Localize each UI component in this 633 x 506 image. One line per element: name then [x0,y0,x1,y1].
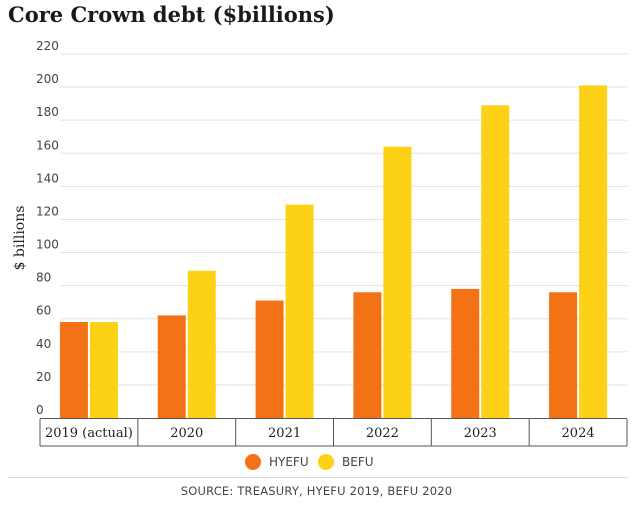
bar-hyefu-2 [255,300,284,418]
bars [59,85,608,419]
y-tick-label: 140 [36,171,59,185]
y-tick-label: 20 [36,370,51,384]
x-category-label: 2022 [366,426,399,441]
legend-label-hyefu: HYEFU [269,455,309,469]
y-tick-label: 160 [36,138,59,152]
bar-hyefu-5 [549,292,578,418]
x-category-label: 2024 [562,426,595,441]
bar-hyefu-0 [59,322,88,418]
legend: HYEFU BEFU [245,454,374,470]
bar-hyefu-1 [157,315,186,418]
bar-befu-4 [481,105,510,419]
bar-befu-3 [383,146,412,418]
bar-hyefu-4 [451,288,480,418]
y-tick-label: 220 [36,39,59,53]
x-category-label: 2023 [464,426,497,441]
bar-befu-2 [285,204,314,418]
y-axis-label: $ billions [12,206,28,271]
bar-befu-0 [89,322,118,418]
y-tick-label: 200 [36,72,59,86]
y-tick-label: 0 [36,403,44,417]
chart-title: Core Crown debt ($billions) [8,2,335,27]
divider [8,477,628,478]
y-tick-label: 120 [36,204,59,218]
source-note: SOURCE: TREASURY, HYEFU 2019, BEFU 2020 [180,484,453,498]
x-category-label: 2021 [268,426,301,441]
bar-hyefu-3 [353,292,382,418]
y-tick-label: 180 [36,105,59,119]
gridlines [60,53,627,386]
x-category-label: 2019 (actual) [45,426,133,441]
legend-swatch-befu [318,454,334,470]
y-tick-label: 100 [36,238,59,252]
x-category-label: 2020 [170,426,203,441]
bar-befu-5 [579,85,608,418]
bar-befu-1 [187,270,216,418]
axes: 0 20 40 60 80 100 120 140 160 180 200 220 $ billions… [12,39,628,447]
legend-label-befu: BEFU [342,455,374,469]
y-tick-label: 60 [36,304,51,318]
y-tick-label: 40 [36,337,51,351]
y-tick-label: 80 [36,271,51,285]
legend-swatch-hyefu [245,454,261,470]
